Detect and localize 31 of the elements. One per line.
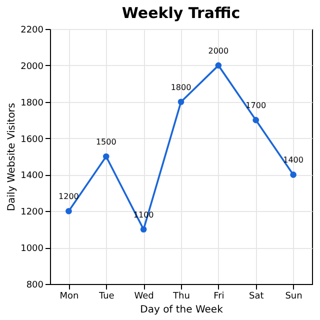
y-tick-label: 1000 <box>20 244 44 254</box>
x-tick-label: Sat <box>248 292 264 302</box>
y-tick-label: 1200 <box>20 208 44 218</box>
x-tick-label: Tue <box>98 292 115 302</box>
y-tick-label: 2200 <box>20 26 44 36</box>
point <box>215 62 222 69</box>
x-tick-label: Wed <box>134 292 154 302</box>
data-label: 1500 <box>96 138 116 146</box>
x-tick-label: Sun <box>285 292 302 302</box>
x-tick-label: Fri <box>214 292 224 302</box>
y-tick-label: 1600 <box>20 134 44 145</box>
y-tick-label: 1800 <box>20 98 44 108</box>
x-axis-title: Day of the Week <box>140 304 224 316</box>
data-label: 1800 <box>170 82 192 92</box>
data-label: 1400 <box>283 156 304 165</box>
point <box>252 116 260 124</box>
data-label: 2000 <box>208 46 229 56</box>
x-tick-label: Thu <box>172 292 190 302</box>
chart-title: Weekly Traffic <box>122 4 240 22</box>
data-label: 1700 <box>246 101 266 110</box>
y-tick-label: 800 <box>26 280 44 290</box>
point <box>140 226 147 233</box>
data-label: 1200 <box>58 192 79 202</box>
point <box>290 172 296 178</box>
y-tick-label: 1400 <box>20 171 44 182</box>
y-tick-label: 2000 <box>20 62 44 72</box>
point <box>66 208 72 214</box>
x-tick-label: Mon <box>60 292 79 302</box>
point <box>178 98 184 106</box>
y-axis-title: Daily Website Visitors <box>6 102 18 212</box>
point <box>102 153 110 160</box>
